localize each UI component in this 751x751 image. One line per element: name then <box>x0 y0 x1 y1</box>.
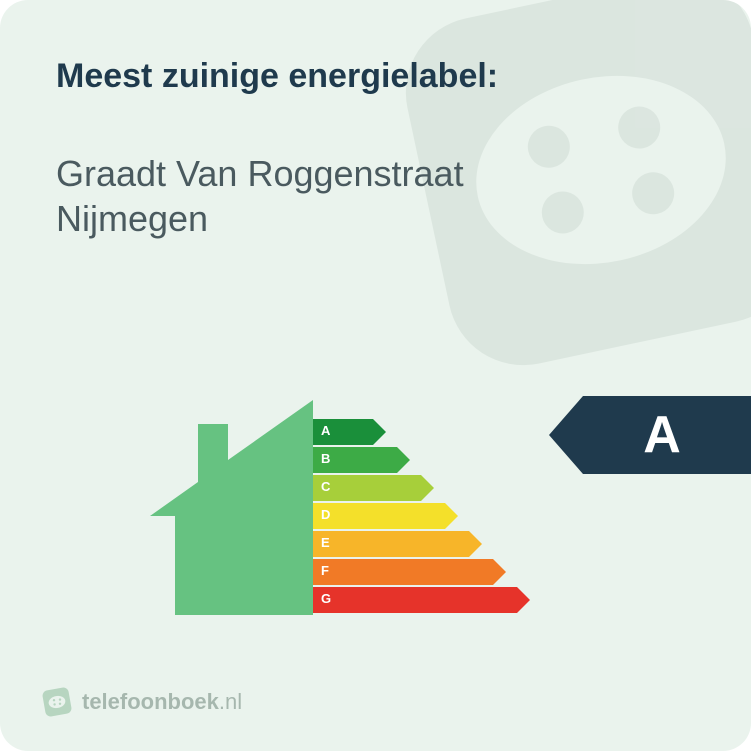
score-letter: A <box>643 405 681 465</box>
energy-bar-label: A <box>321 423 330 438</box>
brand-tld: .nl <box>219 689 242 714</box>
energy-bar <box>313 559 507 585</box>
energy-bar <box>313 475 435 501</box>
brand-icon <box>42 687 72 717</box>
card-title: Meest zuinige energielabel: <box>56 56 695 97</box>
energy-label-card: Meest zuinige energielabel: Graadt Van R… <box>0 0 751 751</box>
energy-bar-label: C <box>321 479 330 494</box>
address-block: Graadt Van Roggenstraat Nijmegen <box>56 151 695 241</box>
brand-name: telefoonboek <box>82 689 219 714</box>
score-arrow-icon <box>549 396 583 474</box>
energy-bar-label: F <box>321 563 329 578</box>
energy-bar <box>313 587 531 613</box>
energy-bar-label: D <box>321 507 330 522</box>
energy-bar-label: B <box>321 451 330 466</box>
brand-text: telefoonboek.nl <box>82 689 242 715</box>
energy-bar-label: E <box>321 535 330 550</box>
energy-bar <box>313 531 483 557</box>
house-icon <box>150 400 313 620</box>
score-tag: A <box>549 396 751 474</box>
energy-bar <box>313 503 459 529</box>
energy-bar-label: G <box>321 591 331 606</box>
address-line-2: Nijmegen <box>56 196 695 241</box>
score-body: A <box>583 396 751 474</box>
footer-brand: telefoonboek.nl <box>42 687 242 717</box>
content-area: Meest zuinige energielabel: Graadt Van R… <box>0 0 751 241</box>
address-line-1: Graadt Van Roggenstraat <box>56 151 695 196</box>
